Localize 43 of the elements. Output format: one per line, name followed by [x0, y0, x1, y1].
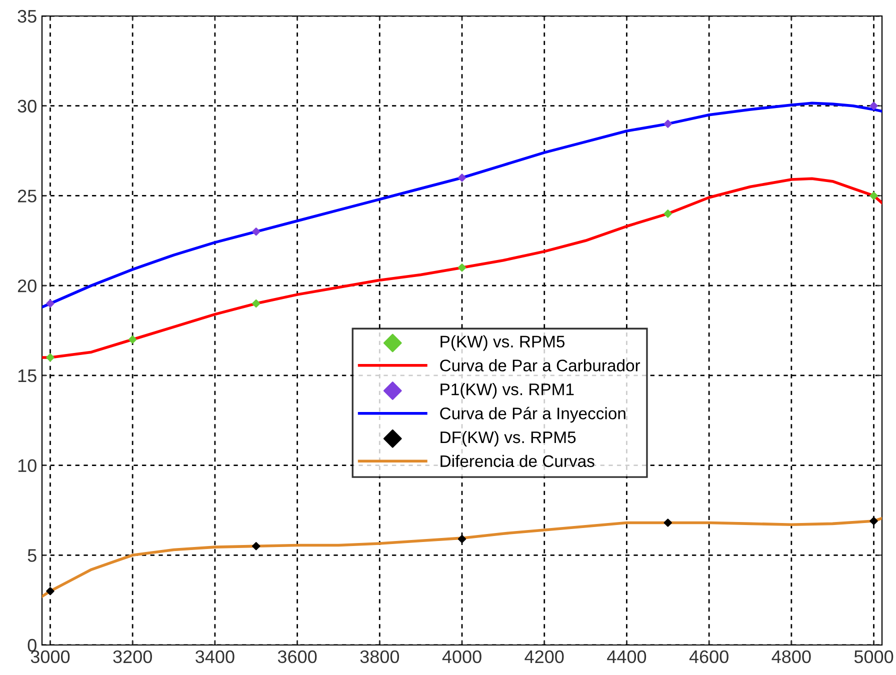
legend-label: DF(KW) vs. RPM5: [440, 430, 576, 446]
y-tick-label: 25: [18, 190, 36, 202]
x-tick-label: 4200: [524, 650, 564, 664]
y-tick-label: 5: [28, 549, 36, 562]
x-tick-label: 3000: [30, 650, 70, 664]
point: [458, 174, 466, 182]
point: [458, 264, 466, 272]
point: [458, 534, 466, 544]
point: [46, 299, 54, 308]
y-tick-label: 10: [18, 459, 36, 472]
legend-label: Curva de Pár a Inyeccion: [440, 406, 626, 423]
point: [46, 353, 54, 362]
y-tick-label: 15: [18, 370, 36, 382]
x-tick-label: 4400: [607, 650, 646, 664]
point: [252, 228, 260, 236]
y-tick-label: 0: [28, 638, 36, 652]
point: [664, 210, 672, 218]
point: [664, 120, 672, 128]
x-tick-label: 4000: [442, 650, 482, 664]
legend-label: P(KW) vs. RPM5: [440, 335, 565, 351]
y-tick-label: 35: [18, 10, 36, 23]
legend-label: Diferencia de Curvas: [440, 454, 594, 468]
legend-label: P1(KW) vs. RPM1: [440, 383, 574, 399]
x-tick-label: 3200: [113, 650, 152, 664]
point: [870, 516, 878, 526]
line-series: [42, 102, 882, 309]
x-tick-label: 3600: [278, 650, 317, 664]
x-tick-label: 3800: [360, 650, 400, 664]
point: [128, 335, 137, 344]
x-tick-label: 4800: [772, 650, 811, 664]
point: [46, 586, 54, 596]
point: [252, 299, 260, 308]
point: [252, 542, 260, 550]
x-tick-label: 3400: [196, 650, 234, 664]
x-tick-label: 4600: [689, 650, 728, 664]
legend-label: Curva de Par a Carburador: [440, 359, 640, 372]
y-tick-label: 20: [18, 280, 36, 292]
point: [664, 518, 672, 527]
line-series: [42, 516, 882, 598]
x-tick-label: 5000: [854, 650, 894, 664]
point: [870, 192, 878, 200]
point: [870, 102, 878, 110]
y-tick-label: 30: [18, 100, 36, 113]
